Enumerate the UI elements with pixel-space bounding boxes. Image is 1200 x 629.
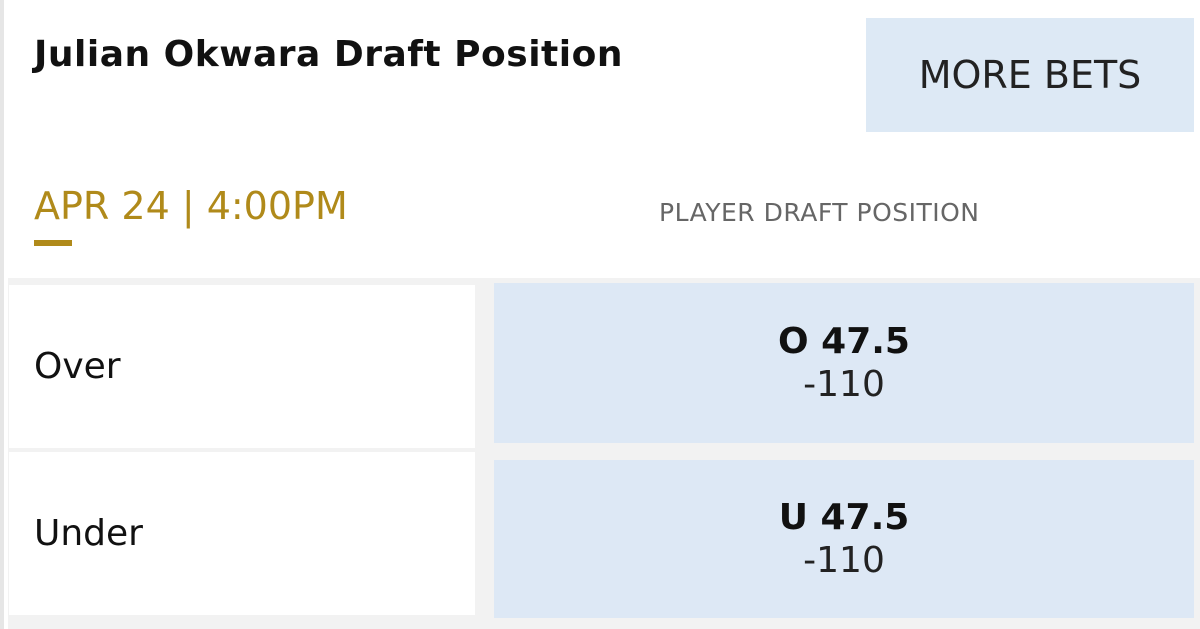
odds-button-over[interactable]: O 47.5 -110	[494, 283, 1194, 443]
odds-line: U 47.5	[778, 497, 910, 538]
active-tab-indicator	[34, 240, 72, 246]
odds-line: O 47.5	[778, 321, 910, 362]
outcome-label-over: Over	[9, 285, 475, 448]
more-bets-button[interactable]: MORE BETS	[866, 18, 1194, 132]
outcome-label-under: Under	[9, 452, 475, 615]
odds-price: -110	[803, 540, 885, 581]
page-title: Julian Okwara Draft Position	[34, 34, 623, 75]
odds-price: -110	[803, 364, 885, 405]
market-label: PLAYER DRAFT POSITION	[659, 198, 980, 227]
odds-button-under[interactable]: U 47.5 -110	[494, 460, 1194, 618]
event-date-tab[interactable]: APR 24 | 4:00PM	[34, 184, 348, 228]
